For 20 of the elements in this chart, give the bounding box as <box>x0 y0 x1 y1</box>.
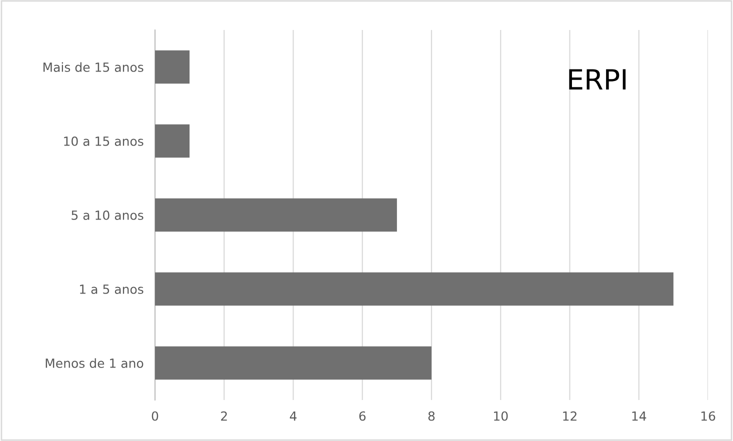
y-tick-label: 1 a 5 anos <box>80 284 144 294</box>
y-tick-label: Mais de 15 anos <box>43 62 144 72</box>
x-tick-label: 6 <box>359 411 366 421</box>
y-tick-label: 5 a 10 anos <box>72 210 144 220</box>
bar <box>155 272 674 306</box>
x-tick-label: 8 <box>428 411 435 421</box>
y-tick-label: 10 a 15 anos <box>64 136 144 146</box>
bar <box>155 50 190 84</box>
x-tick-label: 14 <box>632 411 646 421</box>
bar <box>155 346 432 380</box>
x-tick-label: 0 <box>152 411 158 421</box>
x-tick-label: 16 <box>701 411 716 421</box>
x-tick-label: 2 <box>221 411 227 421</box>
x-tick-label: 12 <box>563 411 576 421</box>
y-tick-label: Menos de 1 ano <box>46 358 144 368</box>
x-tick-label: 10 <box>494 411 508 421</box>
bar <box>155 198 397 232</box>
x-tick-label: 4 <box>290 411 297 421</box>
bar <box>155 124 190 158</box>
text: ERPI <box>569 69 626 90</box>
